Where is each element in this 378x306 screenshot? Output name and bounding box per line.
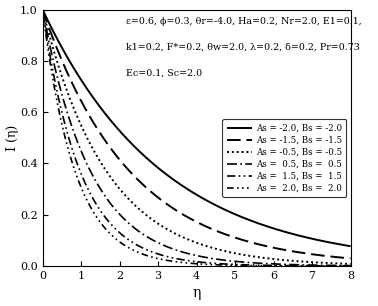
Text: Ec=0.1, Sc=2.0: Ec=0.1, Sc=2.0 bbox=[126, 69, 202, 77]
Text: ε=0.6, ϕ=0.3, θr=-4.0, Ha=0.2, Nr=2.0, E1=0.1,: ε=0.6, ϕ=0.3, θr=-4.0, Ha=0.2, Nr=2.0, E… bbox=[126, 17, 361, 26]
X-axis label: η: η bbox=[192, 286, 201, 300]
Text: k1=0.2, F*=0.2, θw=2.0, λ=0.2, δ=0.2, Pr=0.73: k1=0.2, F*=0.2, θw=2.0, λ=0.2, δ=0.2, Pr… bbox=[126, 43, 359, 52]
Legend: As = -2.0, Bs = -2.0, As = -1.5, Bs = -1.5, As = -0.5, Bs = -0.5, As =  0.5, Bs : As = -2.0, Bs = -2.0, As = -1.5, Bs = -1… bbox=[222, 119, 346, 197]
Y-axis label: I (η): I (η) bbox=[6, 125, 19, 151]
